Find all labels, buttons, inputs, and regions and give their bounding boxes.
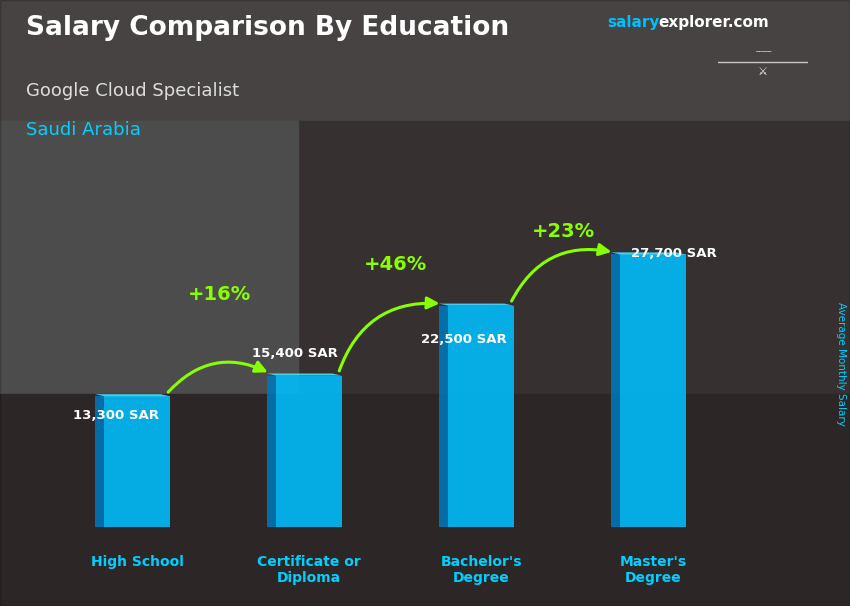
- Polygon shape: [439, 305, 448, 527]
- Bar: [0, 394, 850, 606]
- FancyBboxPatch shape: [448, 305, 513, 527]
- Polygon shape: [95, 396, 105, 527]
- FancyArrowPatch shape: [339, 298, 436, 371]
- Text: 27,700 SAR: 27,700 SAR: [631, 247, 717, 260]
- Text: High School: High School: [91, 555, 184, 569]
- Text: Master's
Degree: Master's Degree: [620, 555, 687, 585]
- Polygon shape: [611, 255, 620, 527]
- FancyBboxPatch shape: [620, 255, 686, 527]
- Polygon shape: [267, 376, 276, 527]
- Bar: [0, 0, 850, 273]
- Text: Salary Comparison By Education: Salary Comparison By Education: [26, 15, 508, 41]
- Text: explorer.com: explorer.com: [659, 15, 769, 30]
- FancyBboxPatch shape: [105, 396, 170, 527]
- Text: +16%: +16%: [188, 285, 252, 304]
- Text: Average Monthly Salary: Average Monthly Salary: [836, 302, 846, 425]
- FancyBboxPatch shape: [276, 376, 342, 527]
- Text: 15,400 SAR: 15,400 SAR: [252, 347, 338, 361]
- Text: Bachelor's
Degree: Bachelor's Degree: [440, 555, 522, 585]
- Bar: [298, 121, 850, 454]
- Polygon shape: [611, 252, 686, 255]
- Text: ─────: ─────: [755, 50, 771, 55]
- Polygon shape: [439, 304, 513, 305]
- Polygon shape: [95, 394, 170, 396]
- Text: salary: salary: [608, 15, 660, 30]
- Text: +23%: +23%: [532, 222, 595, 241]
- Text: Certificate or
Diploma: Certificate or Diploma: [258, 555, 361, 585]
- FancyArrowPatch shape: [168, 362, 264, 392]
- Text: ⚔: ⚔: [758, 67, 768, 77]
- FancyArrowPatch shape: [512, 245, 609, 301]
- Text: 22,500 SAR: 22,500 SAR: [421, 333, 507, 345]
- Text: Saudi Arabia: Saudi Arabia: [26, 121, 140, 139]
- Text: +46%: +46%: [364, 255, 427, 273]
- Polygon shape: [267, 373, 342, 376]
- Bar: [0, 121, 298, 424]
- Text: Google Cloud Specialist: Google Cloud Specialist: [26, 82, 239, 100]
- Text: 13,300 SAR: 13,300 SAR: [73, 410, 160, 422]
